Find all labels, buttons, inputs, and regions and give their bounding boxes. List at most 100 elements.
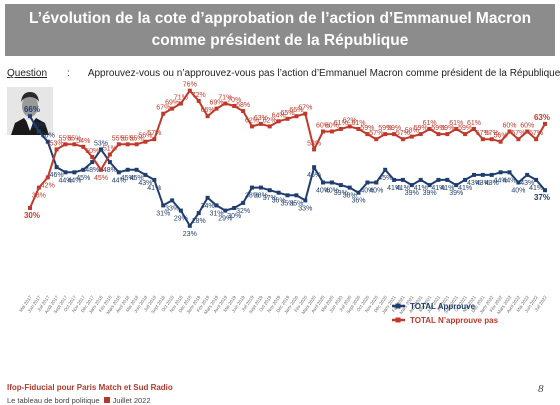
point-s1-51 <box>480 137 485 142</box>
data-label-s0-21: 31% <box>209 210 223 217</box>
point-s0-53 <box>498 170 503 175</box>
data-label-s1-49: 59% <box>458 125 472 132</box>
data-label-s1-33: 60% <box>316 123 330 130</box>
point-s1-46 <box>436 132 441 137</box>
point-s0-21 <box>214 203 219 208</box>
data-label-s0-44: 41% <box>414 185 428 192</box>
point-s1-38 <box>365 132 370 137</box>
data-label-s0-5: 44% <box>67 177 81 184</box>
point-s1-41 <box>392 132 397 137</box>
footer-square-icon <box>103 397 110 403</box>
data-label-s0-41: 41% <box>387 185 401 192</box>
data-label-s0-35: 39% <box>334 190 348 197</box>
data-label-s1-15: 67% <box>156 105 170 112</box>
data-label-s1-12: 55% <box>130 135 144 142</box>
point-s0-32 <box>312 165 317 170</box>
data-label-s0-7: 48% <box>85 167 99 174</box>
data-label-s0-30: 35% <box>289 200 303 207</box>
point-s0-48 <box>454 183 459 188</box>
point-s0-54 <box>507 170 512 175</box>
point-s0-18 <box>187 223 192 228</box>
data-label-s0-6: 45% <box>76 175 90 182</box>
chart-legend: TOTAL Approuve TOTAL N’approuve pas <box>392 302 499 325</box>
footer-source: Ifop-Fiducial pour Paris Match et Sud Ra… <box>7 383 173 392</box>
point-s0-43 <box>409 183 414 188</box>
data-label-s0-45: 39% <box>423 190 437 197</box>
data-label-s1-25: 62% <box>245 117 259 124</box>
point-s0-19 <box>196 211 201 216</box>
point-s0-27 <box>267 188 272 193</box>
data-label-s1-58: 63% <box>534 113 550 122</box>
point-s1-29 <box>285 116 290 121</box>
page-number: 8 <box>538 383 544 395</box>
data-label-s1-41: 59% <box>387 125 401 132</box>
data-label-s1-40: 59% <box>378 125 392 132</box>
data-label-s0-31: 33% <box>298 205 312 212</box>
point-s1-10 <box>116 142 121 147</box>
data-label-s1-14: 57% <box>147 130 161 137</box>
point-s1-13 <box>143 139 148 144</box>
data-label-s1-29: 65% <box>280 110 294 117</box>
data-label-s0-19: 28% <box>192 218 206 225</box>
point-s0-12 <box>134 167 139 172</box>
point-s0-46 <box>436 177 441 182</box>
data-label-s0-13: 43% <box>138 180 152 187</box>
point-s1-16 <box>170 106 175 111</box>
data-label-s1-1: 38% <box>32 193 46 200</box>
data-label-s0-49: 41% <box>458 185 472 192</box>
data-label-s0-8: 53% <box>94 140 108 147</box>
point-s0-23 <box>232 206 237 210</box>
data-label-s0-50: 43% <box>467 180 481 187</box>
data-label-s0-4: 44% <box>58 177 72 184</box>
data-label-s1-23: 70% <box>227 97 241 104</box>
point-s1-39 <box>374 137 379 142</box>
point-s1-25 <box>250 124 254 129</box>
point-s1-6 <box>81 144 86 149</box>
point-s0-25 <box>250 185 254 190</box>
point-s0-49 <box>463 177 468 182</box>
data-label-s1-7: 50% <box>85 148 99 155</box>
data-label-s1-13: 56% <box>138 133 152 140</box>
data-label-s1-51: 57% <box>476 130 490 137</box>
point-s1-33 <box>321 129 325 134</box>
point-s1-54 <box>507 129 512 134</box>
point-s0-2 <box>45 139 50 144</box>
point-s0-57 <box>534 177 539 182</box>
point-s0-45 <box>427 183 432 188</box>
data-label-s1-56: 60% <box>520 123 534 130</box>
point-s0-52 <box>489 172 494 177</box>
point-s1-52 <box>489 137 494 142</box>
point-s0-34 <box>329 180 334 185</box>
point-s1-1 <box>36 185 41 190</box>
point-s1-22 <box>223 101 228 106</box>
data-label-s0-3: 46% <box>50 172 64 179</box>
data-label-s1-31: 67% <box>298 105 312 112</box>
point-s1-32 <box>312 147 317 152</box>
data-label-s1-47: 59% <box>440 125 454 132</box>
title-line-2: comme président de la République <box>151 32 409 49</box>
footer-publication: Le tableau de bord politique <box>7 396 100 405</box>
point-s1-3 <box>54 147 59 152</box>
point-s0-26 <box>258 185 263 190</box>
point-s1-0 <box>28 206 32 210</box>
question-text: Approuvez-vous ou n’approuvez-vous pas l… <box>87 68 560 79</box>
data-label-s0-12: 45% <box>130 175 144 182</box>
point-s1-40 <box>383 132 388 137</box>
point-s0-36 <box>347 185 352 190</box>
data-label-s0-40: 45% <box>378 175 392 182</box>
legend-label-desapprouve: TOTAL N’approuve pas <box>410 316 499 325</box>
point-s1-19 <box>196 98 201 103</box>
data-label-s0-14: 41% <box>147 185 161 192</box>
question-colon: : <box>67 68 70 79</box>
point-s1-47 <box>445 132 450 137</box>
point-s1-49 <box>463 132 468 137</box>
data-label-s1-27: 62% <box>263 117 277 124</box>
data-label-s1-21: 69% <box>209 100 223 107</box>
data-label-s0-29: 35% <box>280 200 294 207</box>
data-label-s1-55: 57% <box>511 130 525 137</box>
data-label-s0-37: 36% <box>351 198 365 205</box>
data-label-s0-34: 40% <box>325 188 339 195</box>
legend-marker-desapprouve <box>395 317 401 323</box>
point-s0-5 <box>72 170 77 175</box>
data-label-s1-50: 61% <box>467 120 481 127</box>
